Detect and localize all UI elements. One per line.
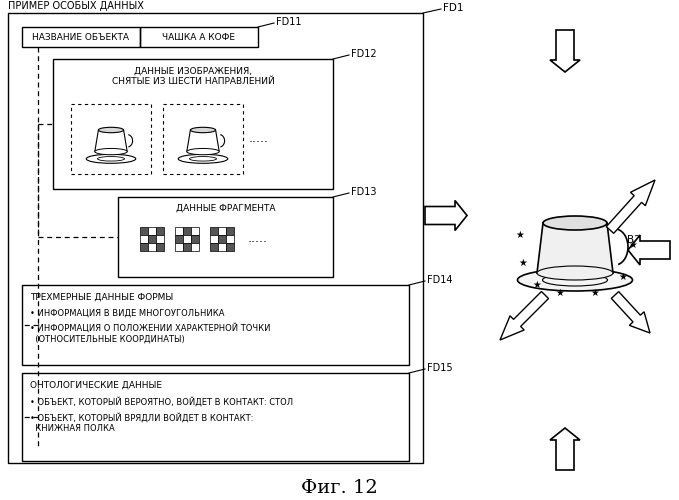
Ellipse shape [517,269,633,291]
Text: FD1: FD1 [443,3,464,13]
Bar [191,227,199,235]
Ellipse shape [179,154,227,164]
Polygon shape [611,292,650,333]
Bar [118,197,333,277]
Bar [191,243,199,251]
Bar [140,27,258,47]
Text: ЧАШКА А КОФЕ: ЧАШКА А КОФЕ [162,32,236,42]
Text: ★: ★ [555,288,564,298]
Bar [8,13,423,463]
Bar [140,235,148,243]
Ellipse shape [537,266,613,280]
Text: ★: ★ [519,258,528,268]
Ellipse shape [86,154,136,164]
Text: ★: ★ [532,280,541,290]
Text: ★: ★ [619,272,627,282]
Bar [210,235,218,243]
Text: FD14: FD14 [427,275,452,285]
Bar [148,235,156,243]
Text: ОНТОЛОГИЧЕСКИЕ ДАННЫЕ: ОНТОЛОГИЧЕСКИЕ ДАННЫЕ [30,381,162,390]
Text: .....: ..... [248,232,268,245]
Bar [22,285,409,365]
Text: ★: ★ [591,288,600,298]
Bar [183,243,191,251]
Polygon shape [187,130,219,152]
Bar [191,235,199,243]
Ellipse shape [98,128,124,132]
Polygon shape [95,130,127,152]
Bar [226,235,234,243]
Bar [148,227,156,235]
Text: ТРЕХМЕРНЫЕ ДАННЫЕ ФОРМЫ: ТРЕХМЕРНЫЕ ДАННЫЕ ФОРМЫ [30,293,173,302]
Text: • ОБЪЕКТ, КОТОРЫЙ ВРЯДЛИ ВОЙДЕТ В КОНТАКТ:
  КНИЖНАЯ ПОЛКА: • ОБЪЕКТ, КОТОРЫЙ ВРЯДЛИ ВОЙДЕТ В КОНТАК… [30,413,253,434]
Bar [218,243,226,251]
Bar [140,243,148,251]
Text: Фиг. 12: Фиг. 12 [301,479,378,497]
Polygon shape [550,428,580,470]
Polygon shape [500,292,549,340]
Bar [183,235,191,243]
Bar [71,104,151,174]
Text: ПРИМЕР ОСОБЫХ ДАННЫХ: ПРИМЕР ОСОБЫХ ДАННЫХ [8,1,144,11]
Bar [175,235,183,243]
Text: ★: ★ [515,230,524,240]
Text: ДАННЫЕ ИЗОБРАЖЕНИЯ,
СНЯТЫЕ ИЗ ШЕСТИ НАПРАВЛЕНИЙ: ДАННЫЕ ИЗОБРАЖЕНИЯ, СНЯТЫЕ ИЗ ШЕСТИ НАПР… [111,67,274,86]
Text: • ОБЪЕКТ, КОТОРЫЙ ВЕРОЯТНО, ВОЙДЕТ В КОНТАКТ: СТОЛ: • ОБЪЕКТ, КОТОРЫЙ ВЕРОЯТНО, ВОЙДЕТ В КОН… [30,397,293,407]
Bar [22,373,409,461]
Text: B2: B2 [627,235,641,245]
Text: FD12: FD12 [351,49,377,59]
Bar [156,227,164,235]
Polygon shape [606,180,655,234]
Bar [226,227,234,235]
Bar [183,227,191,235]
Text: НАЗВАНИЕ ОБЪЕКТА: НАЗВАНИЕ ОБЪЕКТА [33,32,130,42]
Bar [140,227,148,235]
Polygon shape [537,223,613,273]
Text: • ИНФОРМАЦИЯ О ПОЛОЖЕНИИ ХАРАКТЕРНОЙ ТОЧКИ
  (ОТНОСИТЕЛЬНЫЕ КООРДИНАТЫ): • ИНФОРМАЦИЯ О ПОЛОЖЕНИИ ХАРАКТЕРНОЙ ТОЧ… [30,323,270,344]
Bar [156,235,164,243]
Bar [163,104,243,174]
Bar [175,243,183,251]
Bar [175,227,183,235]
Text: .....: ..... [249,132,269,145]
Polygon shape [628,235,670,265]
Bar [210,227,218,235]
Bar [148,243,156,251]
Bar [218,227,226,235]
Bar [22,27,140,47]
Text: FD15: FD15 [427,363,453,373]
Polygon shape [425,200,467,230]
Text: ★: ★ [629,240,638,250]
Bar [53,59,333,189]
Bar [226,243,234,251]
Ellipse shape [187,148,219,155]
Text: • ИНФОРМАЦИЯ В ВИДЕ МНОГОУГОЛЬНИКА: • ИНФОРМАЦИЯ В ВИДЕ МНОГОУГОЛЬНИКА [30,309,225,318]
Bar [210,243,218,251]
Polygon shape [550,30,580,72]
Text: ДАННЫЕ ФРАГМЕНТА: ДАННЫЕ ФРАГМЕНТА [176,204,275,213]
Bar [218,235,226,243]
Ellipse shape [95,148,127,155]
Ellipse shape [543,216,607,230]
Bar [156,243,164,251]
Ellipse shape [190,128,216,132]
Text: FD11: FD11 [276,17,301,27]
Text: FD13: FD13 [351,187,376,197]
